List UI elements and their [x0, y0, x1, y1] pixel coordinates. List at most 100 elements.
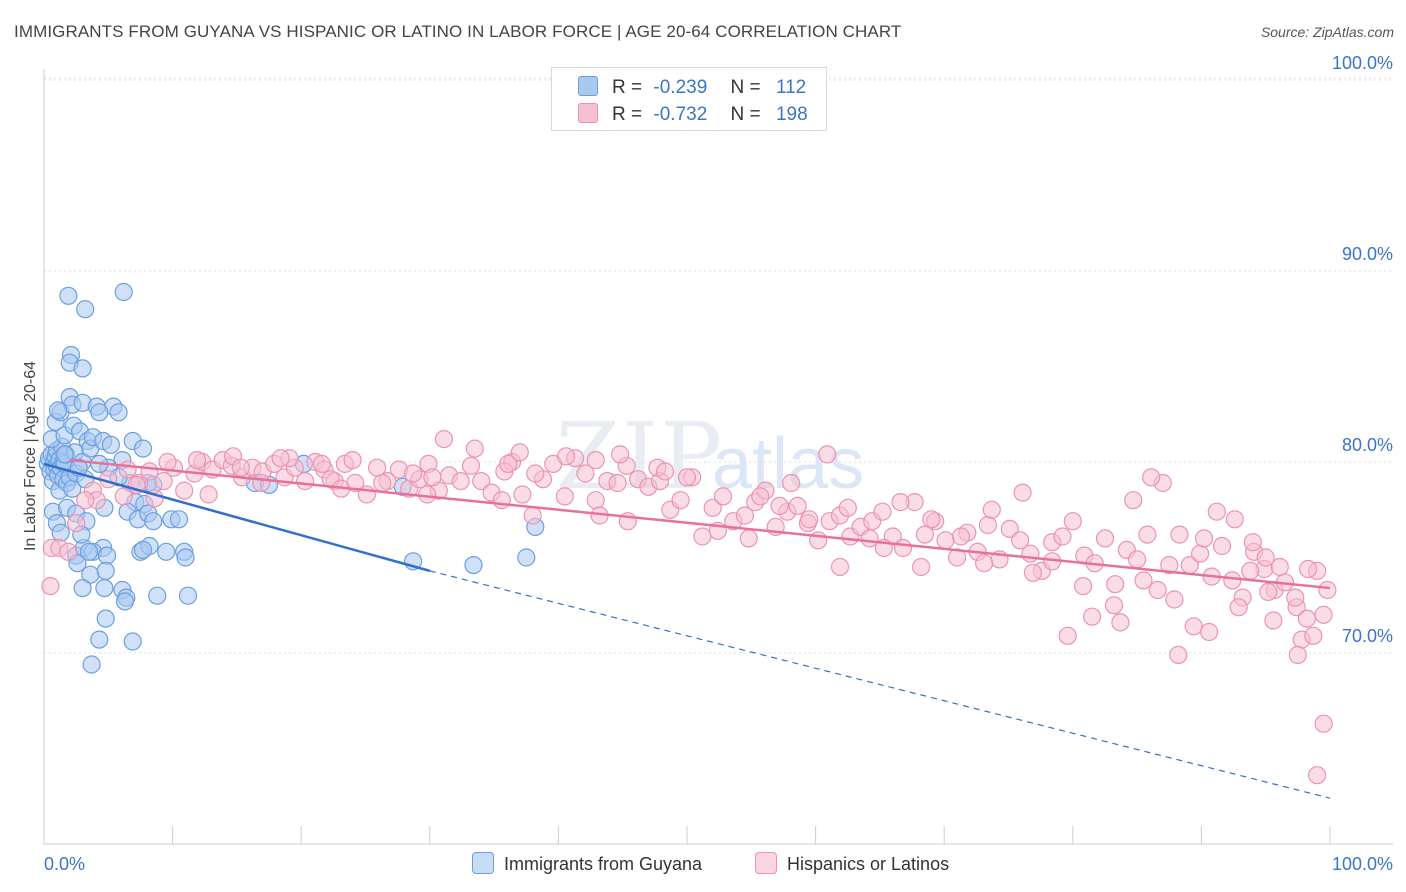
- hispanic-point: [751, 487, 770, 506]
- hispanic-point: [1000, 519, 1019, 539]
- hispanic-point: [472, 472, 491, 491]
- guyana-point: [82, 655, 101, 674]
- hispanic-point: [735, 506, 755, 525]
- hispanic-point: [1223, 571, 1242, 590]
- guyana-point: [144, 512, 163, 531]
- chart-title: IMMIGRANTS FROM GUYANA VS HISPANIC OR LA…: [14, 22, 902, 41]
- guyana-point: [48, 401, 68, 420]
- hispanic-point: [271, 449, 290, 468]
- watermark-atlas: atlas: [712, 424, 864, 504]
- hispanic-point: [739, 529, 758, 548]
- bottom-legend-guyana: Immigrants from Guyana: [472, 852, 702, 875]
- hispanic-point: [513, 485, 532, 504]
- hispanic-point: [1165, 590, 1184, 609]
- hispanic-point: [1021, 544, 1040, 563]
- guyana-point: [76, 300, 95, 319]
- guyana-point: [73, 359, 92, 378]
- hispanic-point: [911, 557, 931, 577]
- hispanic-point: [978, 515, 998, 535]
- guyana-point: [55, 445, 74, 464]
- legend-n-value-guyana: 112: [775, 77, 807, 98]
- x-tick-label-max: 100.0%: [1332, 854, 1393, 874]
- hispanic-point: [1053, 527, 1072, 546]
- hispanic-point: [1229, 598, 1248, 617]
- guyana-point: [123, 632, 142, 651]
- hispanic-point: [608, 473, 627, 493]
- hispanic-point: [418, 485, 437, 504]
- hispanic-point: [199, 485, 218, 504]
- guyana-point: [109, 403, 128, 422]
- legend-row-hispanic: R = -0.732 N = 198: [578, 103, 808, 127]
- guyana-point: [51, 523, 70, 542]
- hispanic-point: [586, 451, 605, 470]
- hispanic-point: [818, 445, 837, 464]
- guyana-point: [101, 435, 121, 454]
- hispanic-point: [1082, 607, 1102, 626]
- hispanic-point: [1286, 588, 1305, 607]
- hispanic-point: [492, 491, 511, 510]
- hispanic-point: [1314, 605, 1333, 624]
- hispanic-point: [523, 506, 542, 525]
- guyana-point: [115, 592, 135, 611]
- x-tick-marks: [172, 826, 1331, 844]
- correlation-legend: R = -0.239 N = 112 R = -0.732 N = 198: [551, 67, 827, 131]
- guyana-point: [95, 578, 114, 598]
- hispanic-point: [526, 464, 545, 483]
- hispanic-point: [118, 460, 137, 479]
- bottom-legend-label-guyana: Immigrants from Guyana: [504, 854, 703, 874]
- hispanic-point: [312, 454, 331, 473]
- hispanic-point: [1124, 491, 1143, 510]
- hispanic-point: [556, 447, 576, 466]
- hispanic-point: [1127, 550, 1147, 569]
- hispanic-point: [936, 531, 955, 550]
- hispanic-point: [1111, 613, 1130, 632]
- hispanic-point: [373, 473, 392, 493]
- hispanic-point: [1270, 557, 1289, 577]
- hispanic-point: [461, 456, 481, 475]
- hispanic-point: [576, 464, 595, 483]
- hispanic-point: [343, 451, 362, 470]
- hispanic-point: [1023, 563, 1043, 582]
- hispanic-point: [922, 510, 941, 529]
- hispanic-point: [1318, 580, 1337, 600]
- hispanic-point: [1106, 575, 1125, 594]
- guyana-point: [114, 282, 133, 302]
- x-tick-label-min: 0.0%: [44, 854, 85, 874]
- hispanic-point: [59, 542, 78, 561]
- hispanic-point: [1095, 529, 1115, 548]
- hispanic-point: [788, 496, 807, 515]
- legend-n-label: N =: [730, 104, 761, 125]
- trend-line-hispanic: [69, 458, 1331, 590]
- hispanic-point: [982, 500, 1001, 519]
- hispanic-point: [951, 527, 971, 546]
- hispanic-point: [1243, 533, 1262, 552]
- hispanic-point: [830, 557, 850, 577]
- hispanic-point: [655, 462, 675, 481]
- hispanic-point: [873, 502, 892, 521]
- y-tick-label-70: 70.0%: [1342, 626, 1393, 646]
- hispanic-point: [1184, 617, 1203, 636]
- hispanic-point: [1225, 510, 1244, 529]
- guyana-point: [133, 439, 153, 458]
- series-guyana-points: [38, 282, 545, 674]
- hispanic-point: [703, 498, 722, 517]
- trend-lines: [43, 458, 1331, 799]
- bottom-legend-swatch-pink: [755, 852, 777, 874]
- guyana-point: [178, 586, 198, 605]
- hispanic-point: [1194, 529, 1214, 548]
- hispanic-point: [1134, 571, 1153, 590]
- hispanic-point: [1199, 622, 1219, 642]
- guyana-point: [59, 286, 78, 305]
- hispanic-point: [838, 498, 857, 517]
- hispanic-point: [1013, 483, 1032, 502]
- trend-line-guyana: [43, 462, 431, 573]
- hispanic-point: [1138, 525, 1157, 544]
- hispanic-point: [770, 496, 789, 515]
- guyana-point: [169, 510, 189, 529]
- legend-row-guyana: R = -0.239 N = 112: [578, 76, 806, 100]
- hispanic-point: [1298, 559, 1318, 579]
- hispanic-point: [1058, 626, 1077, 645]
- hispanic-point: [671, 491, 690, 510]
- guyana-point: [157, 542, 176, 561]
